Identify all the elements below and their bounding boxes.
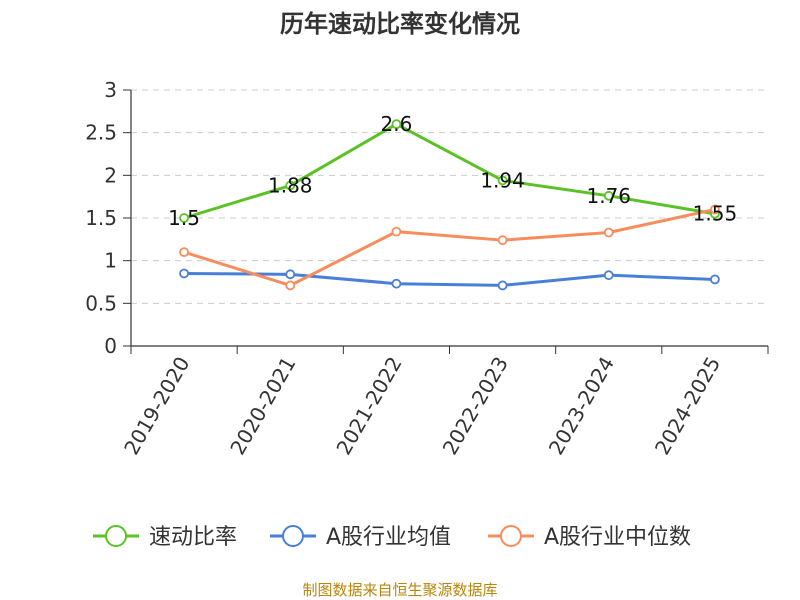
source-note: 制图数据来自恒生聚源数据库 <box>302 581 497 599</box>
series-line <box>183 122 716 220</box>
legend[interactable]: 速动比率 A股行业均值 A股行业中位数 <box>93 525 691 550</box>
data-point[interactable] <box>603 227 614 238</box>
y-tick-label: 1 <box>104 249 117 273</box>
data-point[interactable] <box>603 190 614 201</box>
data-label: 1.88 <box>268 174 313 198</box>
legend-label: 速动比率 <box>149 525 237 550</box>
data-point[interactable] <box>285 180 296 191</box>
legend-label: A股行业中位数 <box>544 525 691 550</box>
y-tick-label: 0.5 <box>85 291 117 315</box>
x-tick-label: 2021-2022 <box>331 353 406 459</box>
data-point[interactable] <box>391 226 402 237</box>
axes: 0 0.5 1 1.5 2 2.5 3 2019-2020 2020-2021 2021-2022… <box>85 78 769 459</box>
data-label: 1.5 <box>168 206 200 230</box>
series-line <box>183 208 716 287</box>
data-label: 2.6 <box>381 112 413 136</box>
y-tick-label: 2.5 <box>85 121 117 145</box>
data-label: 1.76 <box>586 184 631 208</box>
data-point[interactable] <box>391 278 402 289</box>
chart-title: 历年速动比率变化情况 <box>280 10 520 38</box>
data-label: 1.55 <box>693 202 738 226</box>
legend-item[interactable]: 速动比率 <box>93 525 237 550</box>
grid-lines <box>131 89 768 304</box>
y-tick-label: 3 <box>104 78 117 102</box>
legend-marker <box>105 525 127 547</box>
legend-marker <box>282 525 304 547</box>
data-point[interactable] <box>285 269 296 280</box>
data-point[interactable] <box>710 274 720 285</box>
y-tick-label: 1.5 <box>85 206 117 230</box>
data-point[interactable] <box>497 280 508 291</box>
series-line <box>184 271 715 287</box>
y-tick-label: 0 <box>104 334 117 358</box>
data-point[interactable] <box>603 270 614 281</box>
legend-item[interactable]: A股行业均值 <box>270 525 451 550</box>
legend-label: A股行业均值 <box>326 525 451 550</box>
y-tick-label: 2 <box>104 163 117 187</box>
data-point[interactable] <box>179 213 189 223</box>
x-tick-label: 2019-2020 <box>119 353 194 459</box>
x-tick-label: 2022-2023 <box>438 353 513 459</box>
data-labels: 1.5 1.88 2.6 1.94 1.76 1.55 <box>168 112 737 230</box>
data-point[interactable] <box>497 175 508 186</box>
x-tick-label: 2023-2024 <box>544 353 619 459</box>
data-point[interactable] <box>285 280 296 291</box>
series-layer <box>179 119 720 291</box>
x-tick-label: 2020-2021 <box>225 353 300 459</box>
data-point[interactable] <box>179 268 189 279</box>
data-point[interactable] <box>710 204 720 215</box>
legend-item[interactable]: A股行业中位数 <box>488 525 691 550</box>
data-label: 1.94 <box>480 168 525 192</box>
data-point[interactable] <box>497 235 508 246</box>
data-point[interactable] <box>179 247 189 258</box>
legend-marker <box>500 525 522 547</box>
data-point[interactable] <box>391 119 402 130</box>
x-tick-label: 2024-2025 <box>650 353 725 459</box>
